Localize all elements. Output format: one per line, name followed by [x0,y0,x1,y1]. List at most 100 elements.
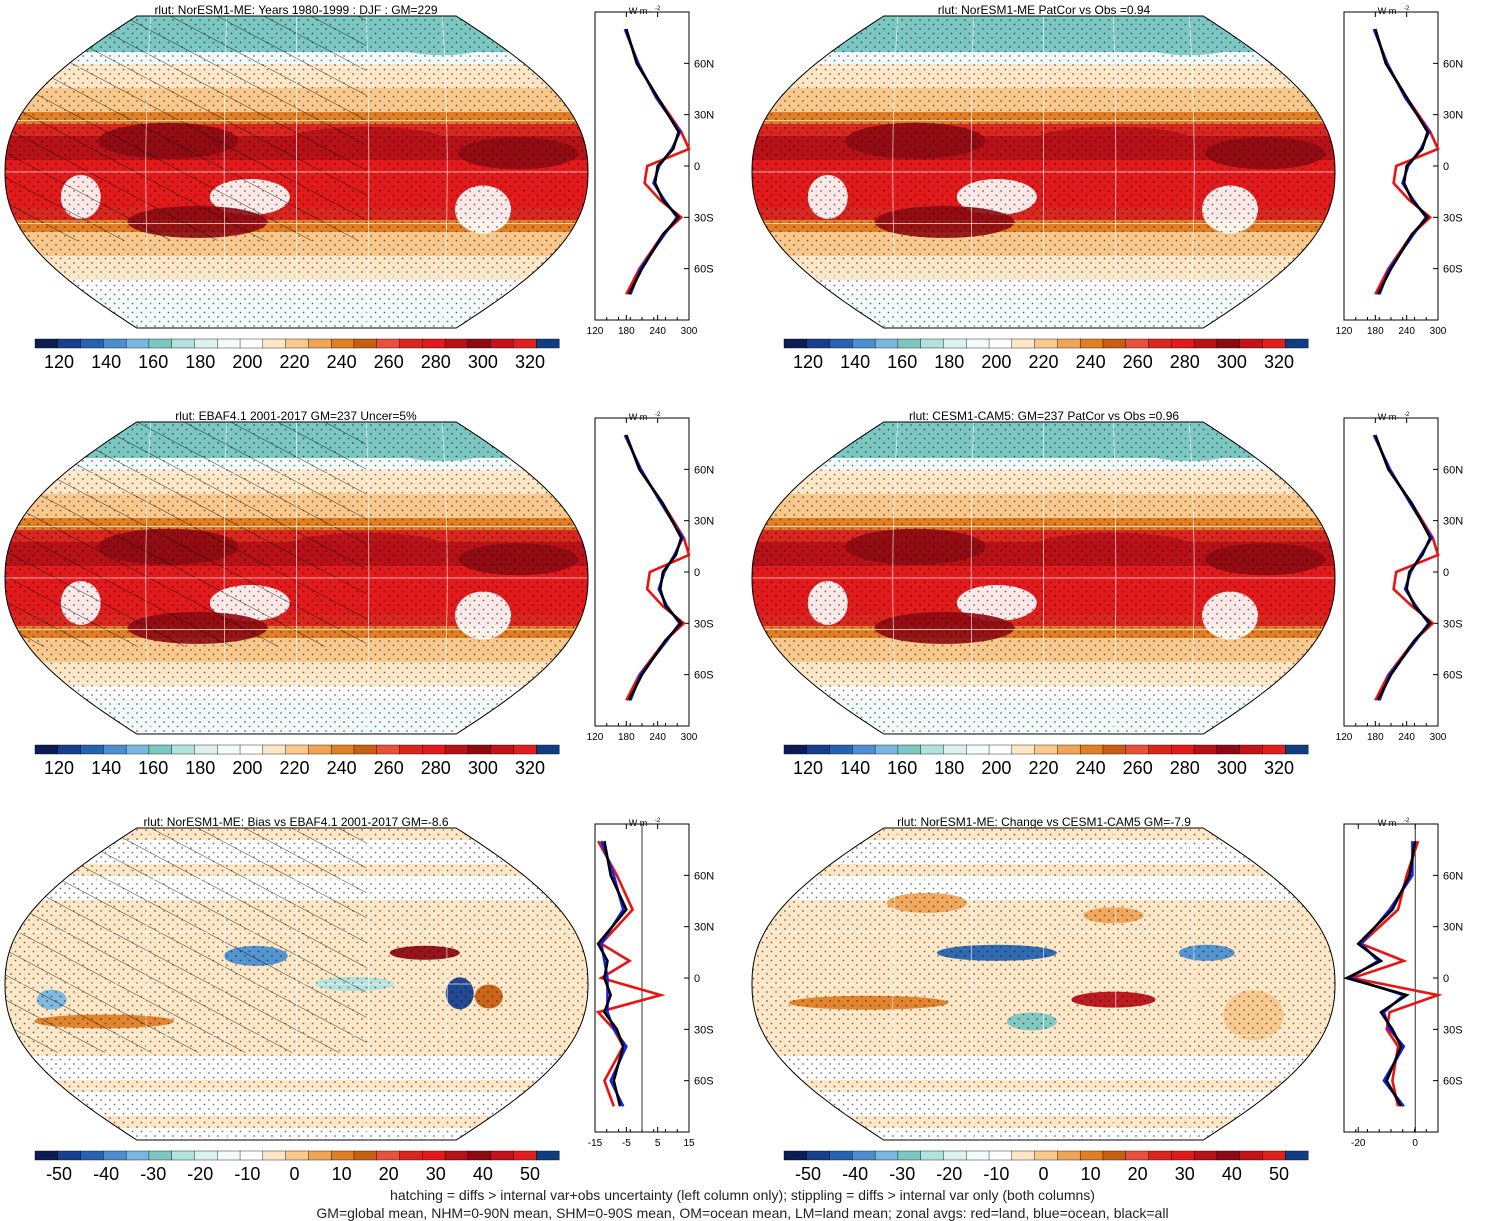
colorbar-swatch [217,744,241,755]
zonal-plot-p2: W m -2 60N 30N 0 30S 60S 120 180 240 300 [1336,6,1464,337]
zonal-curve-land [625,434,691,701]
zonal-x-tick-label: 0 [1412,1138,1418,1149]
zonal-curve-ocean [623,434,685,701]
colorbar-swatch [444,338,469,349]
colorbar-tick-label: 280 [1170,758,1200,778]
colorbar-swatch [262,1150,287,1161]
colorbar-swatch [1057,338,1081,349]
colorbar-swatch [1193,744,1218,755]
colorbar-swatch [34,338,59,349]
zonal-plot-p1: W m -2 60N 30N 0 30S 60S 120 180 240 300 [587,6,715,337]
colorbar-tick-label: 200 [981,352,1011,372]
colorbar-tick-label: 260 [374,758,404,778]
colorbar-tick-label: 0 [1038,1164,1048,1184]
colorbar-tick-label: 260 [1123,758,1153,778]
colorbar-swatch [897,1150,922,1161]
colorbar-swatch [966,338,990,349]
colorbar-tick-label: 180 [185,758,215,778]
colorbar-p6: -50 -40 -30 -20 -10 0 10 20 30 40 50 [783,1150,1309,1184]
zonal-x-tick-label: 240 [649,732,666,743]
colorbar-swatch [874,338,899,349]
zonal-unit-exponent: -2 [1404,818,1410,824]
colorbar-swatch [1079,338,1104,349]
colorbar-swatch [513,338,537,349]
colorbar-swatch [422,338,446,349]
zonal-curve-land [1374,28,1440,295]
zonal-lat-label: 60S [1443,264,1463,276]
colorbar-swatch [80,744,104,755]
panel-title-p6: rlut: NorESM1-ME: Change vs CESM1-CAM5 G… [897,815,1191,829]
hatching-p1 [5,16,367,241]
colorbar-swatch [1193,1150,1218,1161]
zonal-lat-label: 60S [1443,1076,1463,1088]
colorbar-tick-label: 140 [91,758,121,778]
colorbar-tick-label: -20 [187,1164,213,1184]
colorbar-tick-label: -10 [234,1164,260,1184]
zonal-x-tick-label: 240 [1398,326,1415,337]
map-outline-p3 [4,421,589,735]
colorbar-swatch [80,1150,104,1161]
colorbar-tick-label: 120 [793,758,823,778]
colorbar-swatch [1262,744,1286,755]
colorbar-tick-label: 180 [934,352,964,372]
colorbar-tick-label: -30 [889,1164,915,1184]
colorbar-swatch [1125,1150,1150,1161]
colorbar-swatch [285,1150,309,1161]
hatching-p5 [5,828,367,1053]
zonal-x-tick-label: 5 [655,1138,661,1149]
colorbar-tick-label: -50 [795,1164,821,1184]
colorbar-swatch [194,1150,218,1161]
colorbar-swatch [308,338,332,349]
colorbar-swatch [920,1150,944,1161]
colorbar-swatch [536,744,560,755]
colorbar-swatch [1148,744,1172,755]
zonal-curve-land [595,840,666,1107]
colorbar-swatch [330,744,355,755]
zonal-frame [594,417,690,727]
map-field-p2 [752,16,1335,328]
zonal-x-tick-label: -15 [588,1138,603,1149]
colorbar-swatch [353,1150,378,1161]
zonal-x-tick-label: 300 [681,326,698,337]
colorbar-tick-label: 280 [421,352,451,372]
colorbar-tick-label: 140 [840,352,870,372]
zonal-curve-all [1374,434,1432,701]
zonal-x-tick-label: -5 [622,1138,631,1149]
zonal-unit-label: W m [629,818,648,828]
zonal-frame [1343,417,1439,727]
colorbar-swatch [103,338,127,349]
colorbar-tick-label: 160 [887,352,917,372]
colorbar-swatch [1216,744,1241,755]
colorbar-swatch [988,338,1013,349]
map-outline-p6 [751,827,1336,1141]
colorbar-swatch [920,744,944,755]
zonal-lat-label: 60S [1443,670,1463,682]
zonal-lat-label: 30N [694,110,714,122]
zonal-unit-label: W m [1378,6,1397,16]
colorbar-tick-label: -30 [140,1164,166,1184]
colorbar-swatch [1125,744,1150,755]
colorbar-swatch [1193,338,1218,349]
zonal-x-tick-label: 300 [1430,326,1447,337]
map-field-p3 [5,422,588,734]
graticule-p1 [5,16,588,328]
zonal-x-tick-label: 180 [1367,326,1384,337]
colorbar-swatch [943,338,967,349]
colorbar-swatch [806,744,831,755]
colorbar-swatch [1171,1150,1195,1161]
colorbar-swatch [897,338,922,349]
graticule-p5 [5,828,588,1140]
colorbar-tick-label: 220 [1028,352,1058,372]
colorbar-tick-label: 0 [289,1164,299,1184]
map-p1 [4,15,589,329]
colorbar-tick-label: 30 [426,1164,446,1184]
zonal-x-tick-label: 120 [587,326,604,337]
zonal-frame [1343,11,1439,321]
colorbar-tick-label: 140 [91,352,121,372]
colorbar-swatch [1102,338,1127,349]
zonal-x-tick-label: 180 [1367,732,1384,743]
colorbar-swatch [353,744,378,755]
colorbar-swatch [80,338,104,349]
colorbar-p5: -50 -40 -30 -20 -10 0 10 20 30 40 50 [34,1150,560,1184]
colorbar-swatch [490,1150,514,1161]
